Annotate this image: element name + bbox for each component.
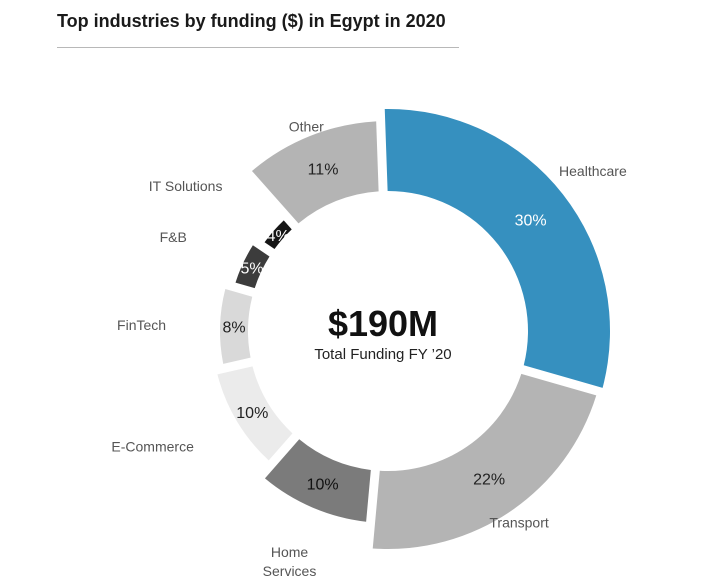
slice-it-solutions xyxy=(264,220,292,250)
slice-label-transport: Transport xyxy=(489,514,549,530)
chart-title: Top industries by funding ($) in Egypt i… xyxy=(57,11,446,31)
slice-fintech xyxy=(220,289,253,364)
slice-value-healthcare: 30% xyxy=(515,213,547,230)
slice-healthcare xyxy=(384,109,611,388)
slice-value-it-solutions: 4% xyxy=(267,228,290,245)
slice-label-other: Other xyxy=(289,119,324,135)
slice-label-e-commerce: E-Commerce xyxy=(111,439,194,455)
slice-value-transport: 22% xyxy=(473,472,505,489)
slice-label-home-services: Home Services xyxy=(263,544,317,579)
center-total-value: $190M xyxy=(328,303,438,344)
slice-label-fintech: FinTech xyxy=(117,317,166,333)
slice-other xyxy=(251,121,379,224)
center-total-label: Total Funding FY ’20 xyxy=(314,346,451,363)
slice-value-other: 11% xyxy=(308,162,339,179)
slice-value-home-services: 10% xyxy=(307,477,339,494)
slice-label-f-b: F&B xyxy=(160,229,187,245)
slice-value-e-commerce: 10% xyxy=(236,405,268,422)
slice-label-healthcare: Healthcare xyxy=(559,163,627,179)
slice-value-fintech: 8% xyxy=(222,320,245,337)
slice-label-it-solutions: IT Solutions xyxy=(149,178,223,194)
slice-transport xyxy=(372,373,597,549)
slice-value-f-b: 5% xyxy=(240,261,263,278)
title-divider xyxy=(57,47,459,48)
slice-f-b xyxy=(235,245,270,289)
slice-e-commerce xyxy=(217,366,293,461)
slice-home-services xyxy=(264,439,371,522)
